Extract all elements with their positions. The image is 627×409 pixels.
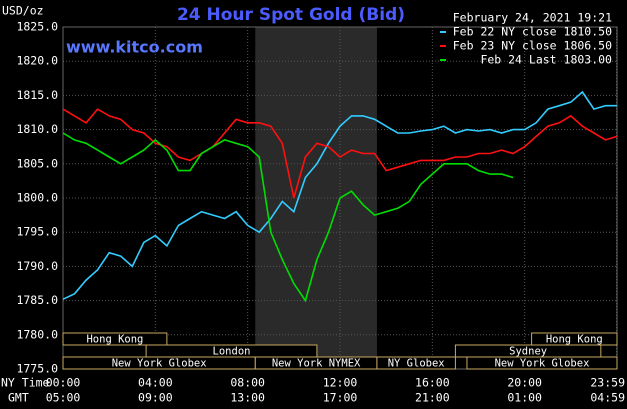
watermark: www.kitco.com [66, 38, 203, 57]
y-axis-label: USD/oz [2, 4, 44, 18]
session-label: London [213, 346, 251, 358]
session-label: Hong Kong [86, 334, 143, 346]
x-tick-label: 00:00 [46, 376, 81, 390]
series-line [62, 132, 514, 303]
x2-tick-label: 17:00 [323, 391, 358, 405]
session-label: Sydney [509, 346, 547, 358]
y-tick-label: 1785.0 [16, 293, 58, 307]
y-tick-label: 1825.0 [16, 20, 58, 34]
x2-tick-label: 21:00 [415, 391, 450, 405]
x2-tick-label: 01:00 [507, 391, 542, 405]
x-tick-label: 23:59 [590, 376, 625, 390]
x-tick-label: 08:00 [230, 376, 265, 390]
y-tick-label: 1810.0 [16, 122, 58, 136]
session-label: NY Globex [388, 358, 445, 370]
series-line [62, 90, 617, 300]
legend-entry: Feb 22 NY close 1810.50 [453, 25, 612, 39]
y-tick-label: 1780.0 [16, 327, 58, 341]
x2-tick-label: 09:00 [138, 391, 173, 405]
session-label: New York Globex [495, 358, 590, 370]
y-tick-label: 1820.0 [16, 54, 58, 68]
y-tick-label: 1805.0 [16, 156, 58, 170]
session-label: New York NYMEX [272, 358, 361, 370]
legend-entry: Feb 23 NY close 1806.50 [453, 39, 612, 53]
session-box [376, 356, 456, 370]
chart-title: 24 Hour Spot Gold (Bid) [177, 5, 405, 25]
y-tick-label: 1790.0 [16, 259, 58, 273]
x-tick-label: 04:00 [138, 376, 173, 390]
x-axis-label: NY Time [1, 376, 50, 390]
x2-tick-label: 05:00 [46, 391, 81, 405]
y-tick-label: 1775.0 [16, 362, 58, 376]
y-tick-label: 1795.0 [16, 225, 58, 239]
x-tick-label: 12:00 [323, 376, 358, 390]
timestamp: February 24, 2021 19:21 [453, 11, 612, 25]
x-tick-label: 20:00 [507, 376, 542, 390]
session-label: Hong Kong [546, 334, 603, 346]
session-box [466, 356, 618, 370]
x2-tick-label: 04:59 [590, 391, 625, 405]
y-tick-label: 1815.0 [16, 88, 58, 102]
series-line [62, 108, 618, 199]
x-tick-label: 16:00 [415, 376, 450, 390]
x2-axis-label: GMT [8, 391, 29, 405]
x2-tick-label: 13:00 [230, 391, 265, 405]
y-tick-label: 1800.0 [16, 191, 58, 205]
session-box [62, 332, 168, 346]
legend-entry: Feb 24 Last 1803.00 [480, 53, 612, 67]
session-label: New York Globex [112, 358, 207, 370]
